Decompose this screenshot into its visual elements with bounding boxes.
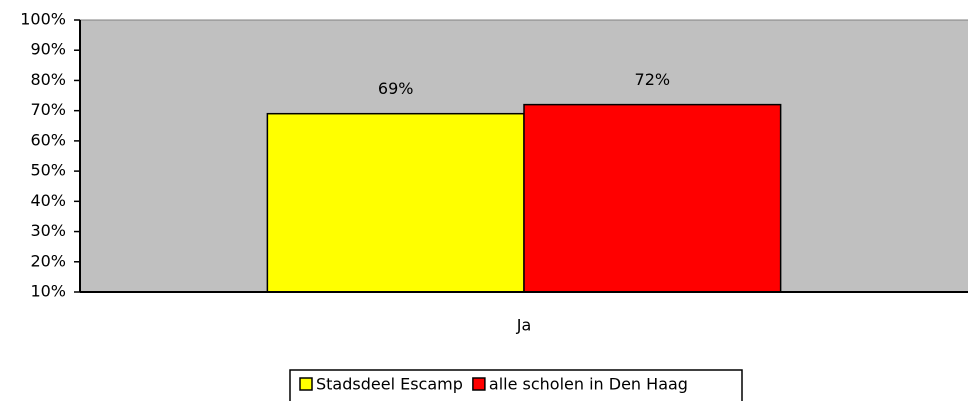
bar xyxy=(266,112,525,293)
bar xyxy=(523,103,782,293)
y-tick-label: 60% xyxy=(30,130,66,149)
data-label: 72% xyxy=(635,70,671,89)
y-tick-label: 90% xyxy=(30,40,66,59)
y-tick-label: 70% xyxy=(30,100,66,119)
y-tick-label: 100% xyxy=(20,10,66,29)
y-tick-label: 10% xyxy=(30,282,66,301)
data-label: 69% xyxy=(378,79,414,98)
y-tick-label: 30% xyxy=(30,221,66,240)
y-tick-label: 50% xyxy=(30,161,66,180)
legend-label: alle scholen in Den Haag xyxy=(489,375,688,394)
legend-swatch xyxy=(472,377,486,391)
legend-swatch xyxy=(299,377,313,391)
y-tick-label: 20% xyxy=(30,251,66,270)
y-tick-label: 40% xyxy=(30,191,66,210)
legend-box xyxy=(289,369,743,401)
x-tick-label: Ja xyxy=(516,316,532,335)
legend-label: Stadsdeel Escamp xyxy=(316,375,463,394)
y-tick-label: 80% xyxy=(30,70,66,89)
